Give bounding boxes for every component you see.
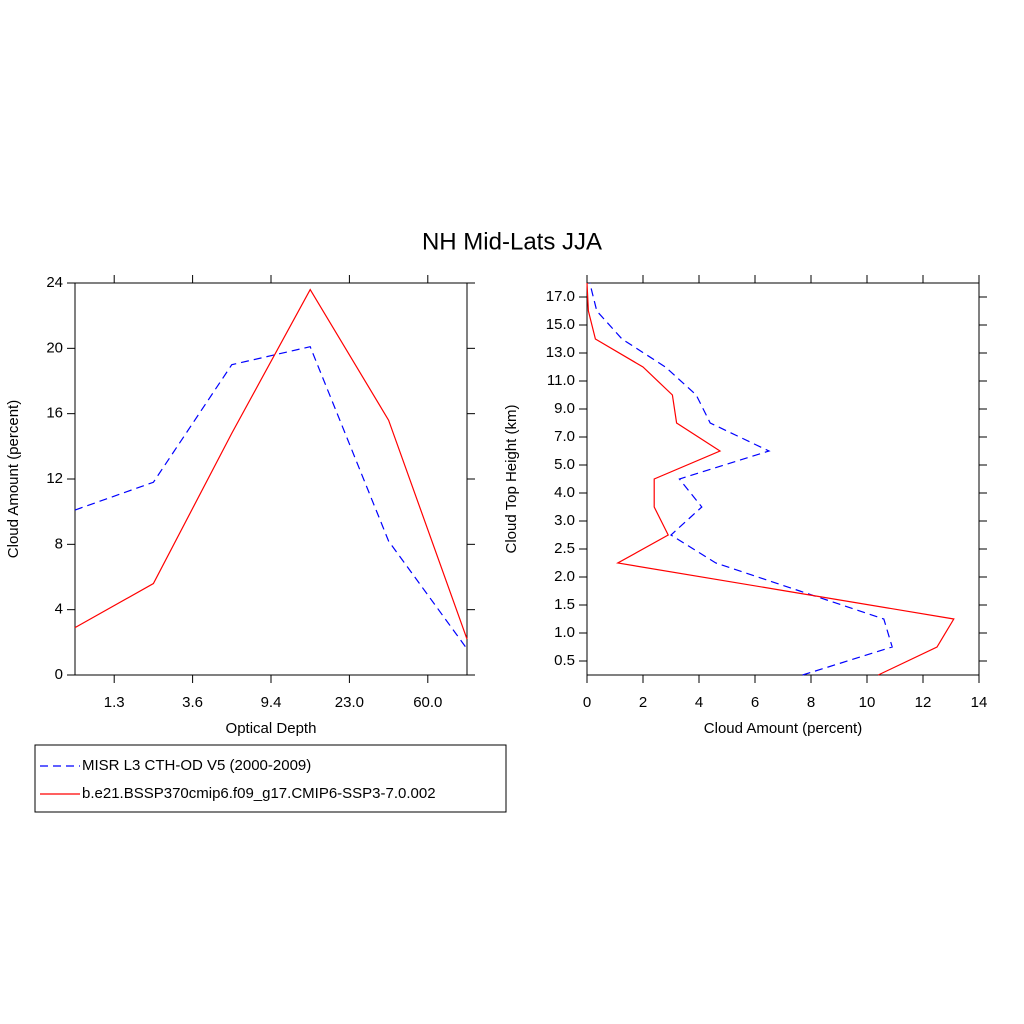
x-tick-label: 2 <box>639 694 647 711</box>
x-tick-label: 60.0 <box>413 694 442 711</box>
x-tick-label: 14 <box>971 694 988 711</box>
y-axis-label: Cloud Amount (percent) <box>5 400 22 558</box>
legend-box <box>34 744 507 813</box>
x-tick-label: 0 <box>583 694 591 711</box>
y-tick-label: 16 <box>46 405 63 422</box>
legend-label: MISR L3 CTH-OD V5 (2000-2009) <box>82 757 311 774</box>
y-tick-label: 7.0 <box>554 428 575 445</box>
data-line <box>74 288 468 640</box>
x-axis-label: Optical Depth <box>226 720 317 737</box>
figure-title: NH Mid-Lats JJA <box>422 228 602 255</box>
y-tick-label: 0 <box>55 666 63 683</box>
x-tick-label: 8 <box>807 694 815 711</box>
data-line <box>74 346 468 650</box>
x-tick-label: 12 <box>915 694 932 711</box>
y-tick-label: 2.0 <box>554 568 575 585</box>
x-tick-label: 23.0 <box>335 694 364 711</box>
y-tick-label: 3.0 <box>554 512 575 529</box>
x-tick-label: 1.3 <box>104 694 125 711</box>
x-tick-label: 4 <box>695 694 703 711</box>
y-tick-label: 1.5 <box>554 596 575 613</box>
y-tick-label: 2.5 <box>554 540 575 557</box>
y-tick-label: 5.0 <box>554 456 575 473</box>
y-tick-label: 17.0 <box>546 288 575 305</box>
y-tick-label: 12 <box>46 470 63 487</box>
y-tick-label: 24 <box>46 274 63 291</box>
y-tick-label: 4 <box>55 601 63 618</box>
x-tick-label: 6 <box>751 694 759 711</box>
y-tick-label: 1.0 <box>554 624 575 641</box>
y-tick-label: 15.0 <box>546 316 575 333</box>
x-tick-label: 10 <box>859 694 876 711</box>
y-tick-label: 11.0 <box>547 372 575 389</box>
x-tick-label: 9.4 <box>261 694 282 711</box>
y-axis-label: Cloud Top Height (km) <box>503 405 520 554</box>
data-line <box>589 282 893 676</box>
plot-frame <box>586 282 980 676</box>
x-tick-label: 3.6 <box>182 694 203 711</box>
legend-label: b.e21.BSSP370cmip6.f09_g17.CMIP6-SSP3-7.… <box>82 785 436 802</box>
y-tick-label: 20 <box>46 339 63 356</box>
data-line <box>586 282 955 676</box>
y-tick-label: 8 <box>55 535 63 552</box>
y-tick-label: 4.0 <box>554 484 575 501</box>
y-tick-label: 9.0 <box>554 400 575 417</box>
y-tick-label: 0.5 <box>554 652 575 669</box>
x-axis-label: Cloud Amount (percent) <box>704 720 862 737</box>
y-tick-label: 13.0 <box>546 344 575 361</box>
